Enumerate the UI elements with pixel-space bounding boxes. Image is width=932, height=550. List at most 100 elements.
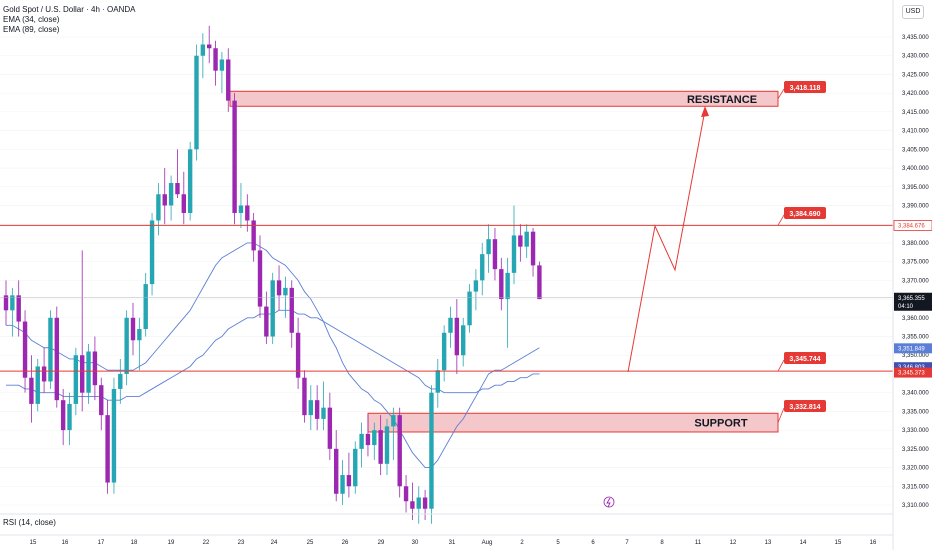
currency-button[interactable]: USD <box>902 5 924 19</box>
candles <box>3 25 542 524</box>
symbol-title[interactable]: Gold Spot / U.S. Dollar · 4h · OANDA <box>3 5 136 14</box>
candle-body <box>232 100 237 213</box>
candle-body <box>378 430 383 464</box>
candle-body <box>60 400 66 431</box>
time-tick-label: 12 <box>730 540 737 546</box>
price-tick-label: 3,400.000 <box>902 166 929 172</box>
price-tick-label: 3,415.000 <box>902 110 929 116</box>
candle-body <box>480 254 485 281</box>
candle-body <box>276 280 282 296</box>
candle-body <box>124 317 129 374</box>
resistance_line-badge-connector <box>777 214 785 226</box>
resistance_line-price-badge-text: 3,384.690 <box>789 211 820 218</box>
candle-body <box>429 392 434 509</box>
candle-body <box>16 295 21 322</box>
price-tick-label: 3,370.000 <box>902 278 929 284</box>
candle-body <box>302 377 307 416</box>
price-tag-text: 3,351.849 <box>898 346 925 352</box>
candle-body <box>3 295 9 311</box>
resistance_line-price-badge <box>784 207 826 219</box>
support_zone-label: SUPPORT <box>694 418 747 430</box>
candle-body <box>80 355 85 393</box>
ema34-legend[interactable]: EMA (34, close) <box>3 15 60 24</box>
candle-body <box>359 433 364 449</box>
current-price-value: 3,365.355 <box>898 296 925 302</box>
candle-body <box>207 44 212 49</box>
candle-body <box>295 332 301 378</box>
resistance_zone-label: RESISTANCE <box>687 94 757 106</box>
candle-body <box>461 325 466 356</box>
candle-body <box>251 220 256 251</box>
price-tick-label: 3,375.000 <box>902 260 929 266</box>
support_line-price-badge-text: 3,345.744 <box>789 356 820 363</box>
candle-body <box>505 272 510 300</box>
price-tick-label: 3,350.000 <box>902 353 929 359</box>
candle-body <box>340 475 345 494</box>
support_line-price-badge <box>784 352 826 364</box>
flash-icon[interactable] <box>603 496 615 508</box>
candle-body <box>454 317 460 356</box>
price-tick-label: 3,310.000 <box>902 503 929 509</box>
price-tick-label: 3,330.000 <box>902 428 929 434</box>
projection-polyline <box>627 109 706 373</box>
rsi-legend[interactable]: RSI (14, close) <box>3 518 56 527</box>
support_zone-badge-connector <box>777 407 785 423</box>
candle-body <box>130 317 136 341</box>
price-tick-label: 3,425.000 <box>902 72 929 78</box>
price-tick-label: 3,360.000 <box>902 316 929 322</box>
candle-body <box>365 433 371 446</box>
candle-body <box>353 448 358 487</box>
time-tick-label: 8 <box>660 540 664 546</box>
price-tag <box>893 220 932 231</box>
chart-legend: Gold Spot / U.S. Dollar · 4h · OANDA EMA… <box>3 5 136 35</box>
time-tick-label: 23 <box>238 540 245 546</box>
price-tag-text: 3,384.676 <box>898 223 925 229</box>
ema89-legend[interactable]: EMA (89, close) <box>3 25 60 34</box>
time-axis[interactable]: 15 16 17 18 19 22 23 24 25 26 29 30 31 Aug 2 5 6 7 8 11 12 13… <box>0 513 893 546</box>
candle-body <box>168 183 174 206</box>
time-tick-label: 29 <box>378 540 385 546</box>
price-tick-label: 3,435.000 <box>902 35 929 41</box>
candle-body <box>327 407 333 449</box>
level-lines: 3,384.690 3,345.744 <box>0 207 893 372</box>
candle-body <box>499 269 504 300</box>
candle-body <box>537 265 542 300</box>
candle-body <box>416 497 421 509</box>
time-tick-label: 14 <box>800 540 807 546</box>
candle-body <box>111 388 117 483</box>
projection-path <box>603 106 709 508</box>
candle-body <box>187 149 193 213</box>
time-tick-label: 16 <box>870 540 877 546</box>
candle-body <box>86 351 91 393</box>
time-tick-label: 30 <box>412 540 419 546</box>
price-axis[interactable]: 3,435.000 3,430.000 3,425.000 3,420.000 3,41… <box>892 0 932 550</box>
candle-body <box>441 332 447 371</box>
price-tick-label: 3,325.000 <box>902 447 929 453</box>
candle-body <box>118 373 123 389</box>
candle-body <box>308 400 313 416</box>
time-tick-label: 17 <box>98 540 105 546</box>
time-tick-label: 6 <box>591 540 595 546</box>
price-tag <box>894 343 932 354</box>
candle-body <box>492 239 498 270</box>
candle-body <box>162 194 167 206</box>
time-tick-label: 22 <box>203 540 210 546</box>
time-tick-label: 24 <box>271 540 278 546</box>
time-tick-label: 15 <box>30 540 37 546</box>
time-tick-label: 31 <box>449 540 456 546</box>
current-price-tag[interactable] <box>894 292 932 311</box>
candle-body <box>149 220 155 285</box>
time-tick-label: 2 <box>520 540 524 546</box>
candle-body <box>530 231 536 266</box>
price-tick-label: 3,405.000 <box>902 147 929 153</box>
candle-body <box>73 355 79 404</box>
resistance_zone-badge-connector <box>777 88 785 99</box>
candle-body <box>137 329 142 341</box>
time-tick-label: 7 <box>625 540 629 546</box>
candle-body <box>448 317 453 333</box>
price-tick-label: 3,430.000 <box>902 54 929 60</box>
candle-body <box>22 321 28 378</box>
time-tick-label: 25 <box>307 540 314 546</box>
candle-body <box>435 370 440 393</box>
